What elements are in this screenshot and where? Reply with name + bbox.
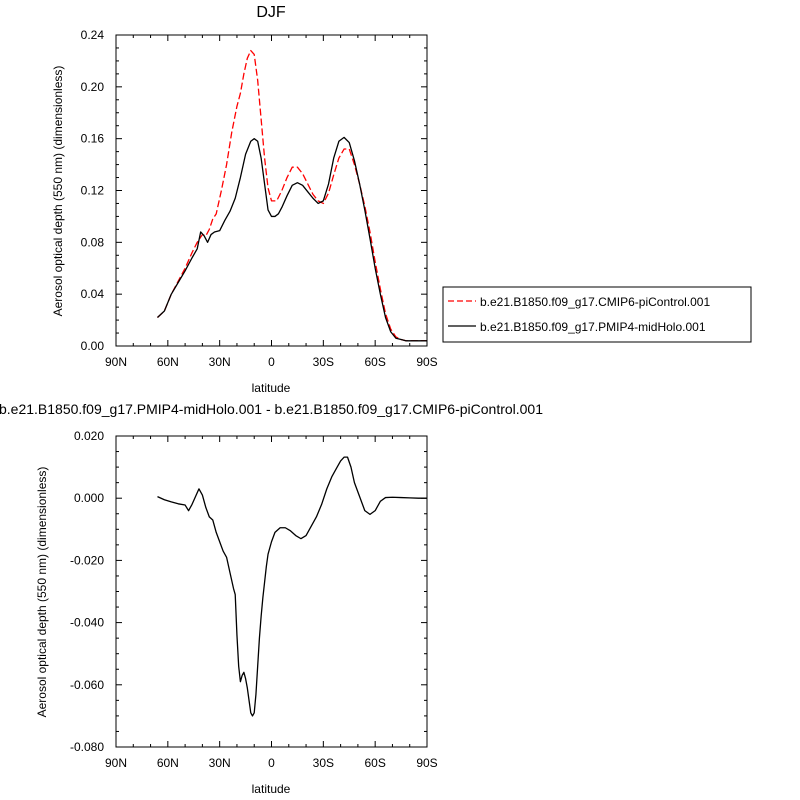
bottom-series-group	[157, 456, 427, 717]
top-x-tick-label: 0	[268, 355, 275, 369]
bottom-series-line-0	[157, 456, 427, 717]
top-y-tick-label: 0.12	[81, 184, 105, 198]
bottom-y-axis-label: Aerosol optical depth (550 nm) (dimensio…	[35, 467, 49, 718]
bottom-plot-frame	[115, 435, 428, 748]
bottom-panel: b.e21.B1850.f09_g17.PMIP4-midHolo.001 - …	[0, 401, 543, 796]
top-y-tick-label: 0.00	[81, 339, 105, 353]
bottom-y-tick-label: -0.080	[70, 740, 104, 754]
bottom-chart-title: b.e21.B1850.f09_g17.PMIP4-midHolo.001 - …	[0, 401, 543, 417]
bottom-y-tick-label: 0.000	[74, 491, 104, 505]
legend-box	[442, 286, 752, 343]
top-x-tick-label: 30N	[209, 355, 231, 369]
top-plot-frame	[115, 34, 428, 347]
top-x-tick-label: 90S	[416, 355, 437, 369]
legend-label-midHolo: b.e21.B1850.f09_g17.PMIP4-midHolo.001	[480, 320, 706, 334]
top-x-tick-label: 30S	[313, 355, 334, 369]
legend-label-piControl: b.e21.B1850.f09_g17.CMIP6-piControl.001	[480, 295, 710, 309]
top-y-tick-label: 0.20	[81, 80, 105, 94]
bottom-y-tick-label: -0.040	[70, 616, 104, 630]
top-series-line-1	[157, 136, 427, 342]
top-legend: b.e21.B1850.f09_g17.CMIP6-piControl.001 …	[442, 286, 752, 343]
top-series-line-0	[157, 49, 427, 342]
bottom-y-tick-label: -0.060	[70, 678, 104, 692]
top-y-axis-label: Aerosol optical depth (550 nm) (dimensio…	[51, 66, 65, 317]
top-x-tick-label: 60S	[364, 355, 385, 369]
bottom-y-tick-label: -0.020	[70, 553, 104, 567]
bottom-x-tick-label: 60S	[364, 756, 385, 770]
top-y-tick-label: 0.08	[81, 235, 105, 249]
bottom-x-tick-label: 0	[268, 756, 275, 770]
top-x-tick-label: 60N	[157, 355, 179, 369]
bottom-axes: 90N 60N 30N 0 30S 60S 90S 0.020 0.000 -0.020 -0.04…	[70, 429, 438, 770]
top-chart-title: DJF	[256, 4, 286, 21]
top-series-group	[157, 49, 427, 342]
top-axes: 90N 60N 30N 0 30S 60S 90S 0.00 0.04 0.08 0.12 0.16 0…	[81, 28, 438, 369]
top-y-tick-label: 0.16	[81, 132, 105, 146]
top-x-axis-label: latitude	[252, 381, 291, 395]
top-x-tick-label: 90N	[105, 355, 127, 369]
bottom-x-tick-label: 30N	[209, 756, 231, 770]
bottom-x-axis-label: latitude	[252, 782, 291, 796]
top-panel: DJF 90N 60N 30N 0 30S 60S 90S 0.00 0.04 0.08 0.12 0…	[51, 4, 438, 395]
top-y-tick-label: 0.04	[81, 287, 105, 301]
bottom-x-tick-label: 60N	[157, 756, 179, 770]
bottom-y-tick-label: 0.020	[74, 429, 104, 443]
bottom-x-tick-label: 90N	[105, 756, 127, 770]
bottom-x-tick-label: 90S	[416, 756, 437, 770]
bottom-x-tick-label: 30S	[313, 756, 334, 770]
top-y-tick-label: 0.24	[81, 28, 105, 42]
